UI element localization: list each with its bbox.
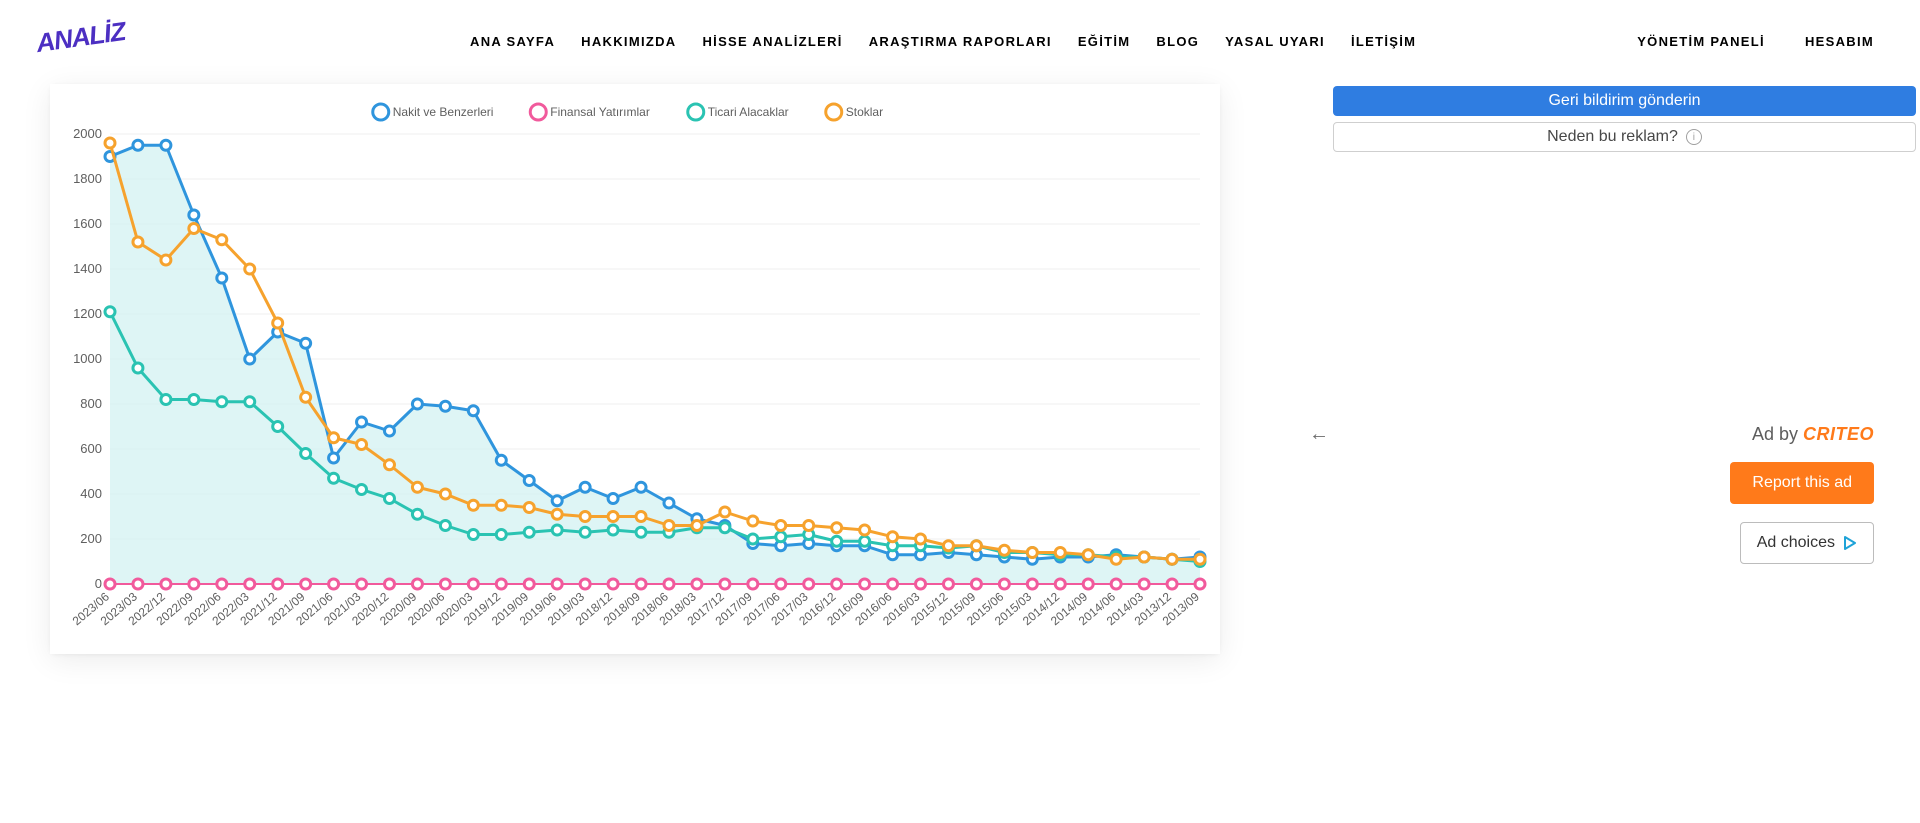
ad-attribution-row: ← Ad by CRITEO xyxy=(1285,418,1920,450)
svg-text:1800: 1800 xyxy=(73,171,102,186)
nav-yonetim-paneli[interactable]: YÖNETİM PANELİ xyxy=(1637,34,1765,49)
report-ad-button[interactable]: Report this ad xyxy=(1730,462,1874,504)
nav-arastirma-raporlari[interactable]: ARAŞTIRMA RAPORLARI xyxy=(869,34,1052,49)
right-column: Geri bildirim gönderin Neden bu reklam? … xyxy=(1285,82,1920,823)
why-this-ad-label: Neden bu reklam? xyxy=(1547,128,1678,146)
svg-text:Ticari Alacaklar: Ticari Alacaklar xyxy=(708,105,789,119)
svg-text:Nakit ve Benzerleri: Nakit ve Benzerleri xyxy=(393,105,494,119)
nav-ana-sayfa[interactable]: ANA SAYFA xyxy=(470,34,555,49)
nav-hakkimizda[interactable]: HAKKIMIZDA xyxy=(581,34,676,49)
nav-yasal-uyari[interactable]: YASAL UYARI xyxy=(1225,34,1325,49)
ad-prev-arrow-icon[interactable]: ← xyxy=(1309,423,1329,446)
ad-choices-button[interactable]: Ad choices xyxy=(1740,522,1874,564)
nav-right: YÖNETİM PANELİ HESABIM xyxy=(1637,0,1874,82)
info-icon: i xyxy=(1686,129,1702,145)
ad-by-label: Ad by CRITEO xyxy=(1752,424,1874,445)
svg-text:1000: 1000 xyxy=(73,351,102,366)
why-this-ad-button[interactable]: Neden bu reklam? i xyxy=(1333,122,1916,152)
nav-iletisim[interactable]: İLETİŞİM xyxy=(1351,34,1416,49)
svg-text:600: 600 xyxy=(80,441,102,456)
topbar: 101 ANALİZ ANA SAYFA HAKKIMIZDA HİSSE AN… xyxy=(0,0,1920,82)
logo-analiz: ANALİZ xyxy=(34,16,127,59)
nav-egitim[interactable]: EĞİTİM xyxy=(1078,34,1131,49)
svg-text:400: 400 xyxy=(80,486,102,501)
chart-svg[interactable]: 0200400600800100012001400160018002000202… xyxy=(50,84,1220,654)
main-row: 0200400600800100012001400160018002000202… xyxy=(0,82,1920,823)
nav-blog[interactable]: BLOG xyxy=(1156,34,1199,49)
chart-card: 0200400600800100012001400160018002000202… xyxy=(50,84,1220,654)
ad-choices-label: Ad choices xyxy=(1757,534,1835,552)
svg-text:200: 200 xyxy=(80,531,102,546)
svg-text:Finansal Yatırımlar: Finansal Yatırımlar xyxy=(550,105,650,119)
svg-text:800: 800 xyxy=(80,396,102,411)
ad-by-prefix: Ad by xyxy=(1752,424,1803,444)
svg-text:1600: 1600 xyxy=(73,216,102,231)
svg-text:1200: 1200 xyxy=(73,306,102,321)
svg-text:Stoklar: Stoklar xyxy=(846,105,883,119)
feedback-button[interactable]: Geri bildirim gönderin xyxy=(1333,86,1916,116)
svg-text:2000: 2000 xyxy=(73,126,102,141)
adchoices-icon xyxy=(1843,536,1857,550)
nav-hisse-analizleri[interactable]: HİSSE ANALİZLERİ xyxy=(702,34,842,49)
svg-text:0: 0 xyxy=(95,576,102,591)
ad-by-brand: CRITEO xyxy=(1803,424,1874,444)
nav-hesabim[interactable]: HESABIM xyxy=(1805,34,1874,49)
svg-text:1400: 1400 xyxy=(73,261,102,276)
main-nav: ANA SAYFA HAKKIMIZDA HİSSE ANALİZLERİ AR… xyxy=(470,0,1416,82)
logo[interactable]: 101 ANALİZ xyxy=(36,10,166,72)
